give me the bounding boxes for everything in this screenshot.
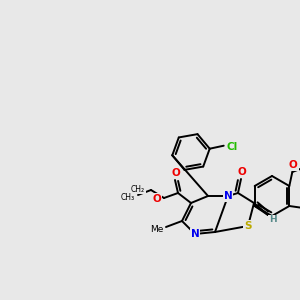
Text: O: O <box>153 194 161 204</box>
Text: O: O <box>172 168 180 178</box>
Text: O: O <box>238 167 246 177</box>
Text: O: O <box>289 160 298 170</box>
Text: N: N <box>190 229 200 239</box>
Text: Me: Me <box>150 226 164 235</box>
Text: CH₃: CH₃ <box>121 194 135 202</box>
Text: N: N <box>224 191 232 201</box>
Text: Cl: Cl <box>226 142 237 152</box>
Text: S: S <box>244 221 252 231</box>
Text: CH₂: CH₂ <box>131 184 145 194</box>
Text: H: H <box>269 215 277 224</box>
